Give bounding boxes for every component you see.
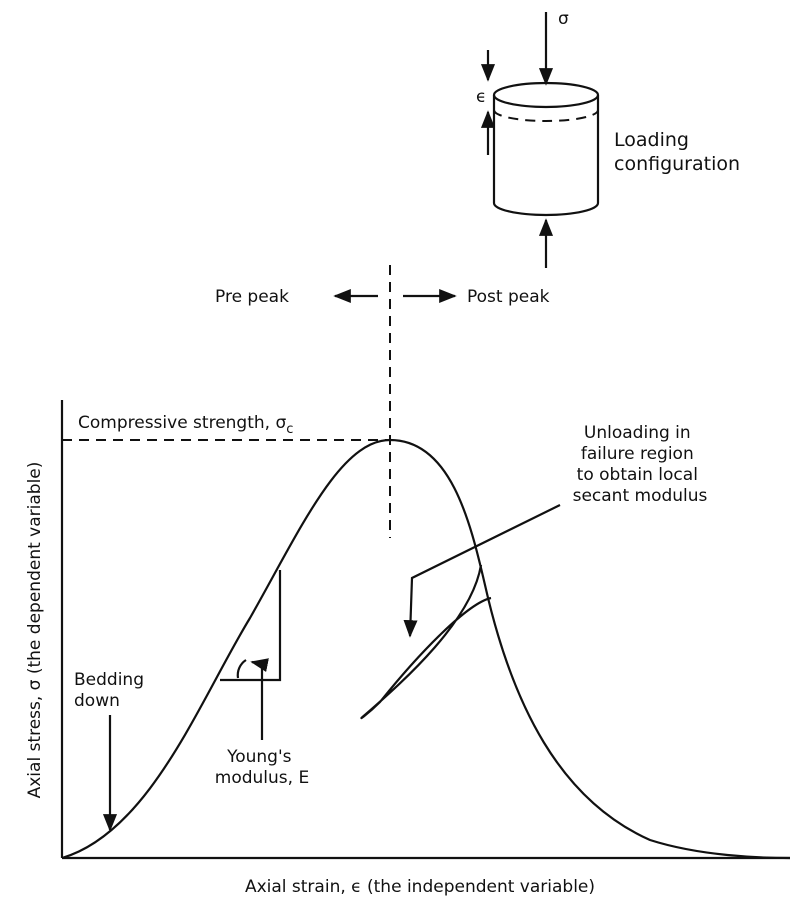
angle-arc	[236, 659, 247, 679]
subscript: c	[286, 422, 293, 437]
text-line: Unloading in	[584, 423, 691, 443]
text: Compressive strength, σ	[78, 413, 286, 433]
text-line: secant modulus	[573, 486, 708, 506]
pre-peak-label: Pre peak	[215, 287, 289, 307]
youngs-arrow	[250, 658, 269, 740]
stress-strain-curve	[61, 438, 791, 860]
modulus-triangle	[220, 570, 282, 682]
unloading-arrow	[403, 504, 561, 638]
text-line: Young's	[226, 747, 292, 767]
bedding-label: Bedding down	[74, 670, 149, 711]
sigma-label: σ	[558, 9, 569, 29]
loading-label: Loading configuration	[614, 129, 740, 175]
unloading-label: Unloading in failure region to obtain lo…	[573, 423, 708, 506]
text-line: Loading	[614, 129, 689, 151]
text-line: failure region	[581, 444, 694, 464]
compressive-label: Compressive strength, σc	[78, 413, 293, 437]
epsilon-label: ϵ	[476, 87, 486, 107]
post-peak-label: Post peak	[467, 287, 550, 307]
text-line: Bedding	[74, 670, 144, 690]
youngs-label: Young's modulus, E	[215, 747, 309, 788]
y-axis-label: Axial stress, σ (the dependent variable)	[25, 462, 45, 799]
cylinder-body	[492, 95, 600, 217]
text-line: modulus, E	[215, 768, 309, 788]
unloading-loop	[360, 564, 492, 720]
cylinder-dashed	[493, 109, 599, 122]
text-line: to obtain local	[577, 465, 698, 485]
cylinder-top	[492, 81, 600, 109]
text-line: down	[74, 691, 120, 711]
x-axis-label: Axial strain, ϵ (the independent variabl…	[245, 877, 595, 897]
text-line: configuration	[614, 153, 740, 175]
